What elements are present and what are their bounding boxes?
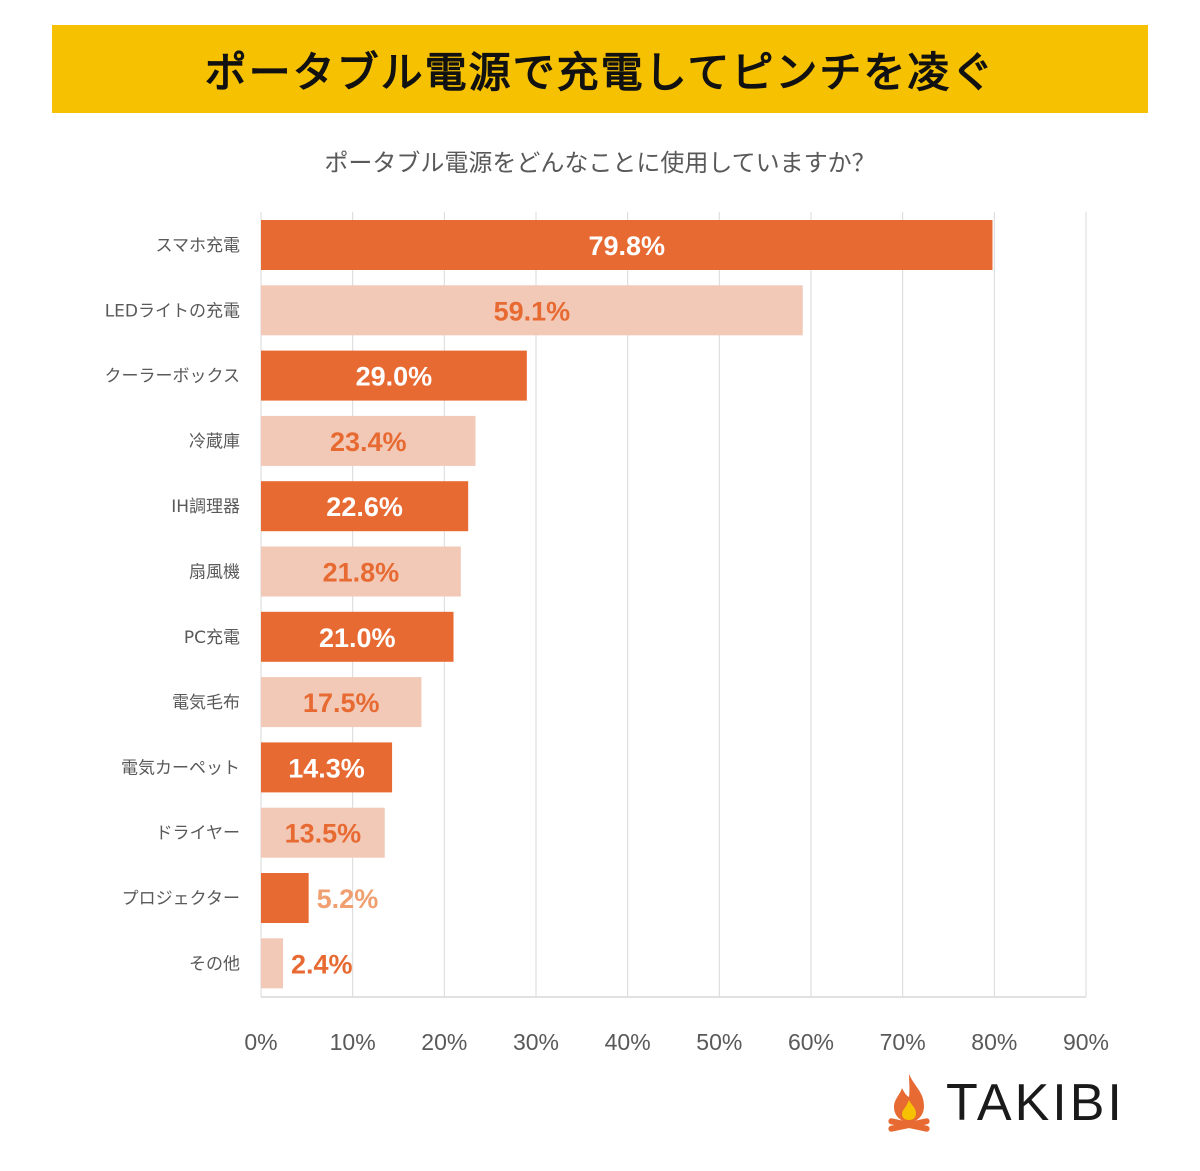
bar <box>261 677 422 728</box>
x-tick-label: 10% <box>330 1029 376 1055</box>
x-tick-label: 50% <box>696 1029 742 1055</box>
data-label: 79.8% <box>588 231 665 261</box>
brand-name: TAKIBI <box>946 1074 1125 1132</box>
category-label: LEDライトの充電 <box>105 301 240 321</box>
category-label: ドライヤー <box>156 824 241 844</box>
chart-title: ポータブル電源をどんなことに使用していますか？ <box>324 149 876 177</box>
bar <box>261 220 993 270</box>
x-tick-label: 30% <box>513 1029 559 1055</box>
campfire-icon <box>888 1074 930 1132</box>
title-banner: ポータブル電源で充電してピンチを凌ぐ <box>52 25 1148 113</box>
x-tick-label: 80% <box>971 1029 1017 1055</box>
category-label: 電気毛布 <box>172 693 240 713</box>
x-tick-label: 70% <box>880 1029 926 1055</box>
data-label: 59.1% <box>494 296 571 326</box>
bar <box>261 742 393 793</box>
brand-logo: TAKIBI <box>880 1068 1125 1138</box>
data-label: 21.0% <box>319 623 396 653</box>
category-label: IH調理器 <box>171 497 240 517</box>
data-label: 17.5% <box>303 688 380 718</box>
bar <box>261 546 461 597</box>
bar <box>261 938 283 989</box>
x-tick-label: 40% <box>605 1029 651 1055</box>
data-label: 23.4% <box>330 427 407 457</box>
category-label: その他 <box>189 954 240 974</box>
category-label: スマホ充電 <box>156 236 241 256</box>
x-tick-label: 0% <box>244 1029 277 1055</box>
category-label: プロジェクター <box>122 889 240 909</box>
category-label: 電気カーペット <box>121 758 240 778</box>
bar <box>261 873 309 923</box>
bar <box>261 285 803 336</box>
data-label: 29.0% <box>356 362 433 392</box>
data-label: 22.6% <box>326 492 403 522</box>
x-tick-label: 90% <box>1063 1029 1109 1055</box>
x-tick-label: 60% <box>788 1029 834 1055</box>
page-title: ポータブル電源で充電してピンチを凌ぐ <box>204 47 996 97</box>
x-tick-label: 20% <box>421 1029 467 1055</box>
bar <box>261 611 454 662</box>
data-label: 13.5% <box>285 819 362 849</box>
bar <box>261 415 476 466</box>
data-label: 21.8% <box>323 558 400 588</box>
category-label: 扇風機 <box>189 563 240 583</box>
data-label: 14.3% <box>288 753 365 783</box>
category-label: PC充電 <box>184 628 240 648</box>
category-label: 冷蔵庫 <box>189 432 240 452</box>
bar <box>261 350 527 401</box>
data-label: 5.2% <box>317 884 379 914</box>
bar <box>261 481 469 532</box>
bar <box>261 807 385 858</box>
data-label: 2.4% <box>291 949 353 979</box>
category-label: クーラーボックス <box>105 367 241 387</box>
